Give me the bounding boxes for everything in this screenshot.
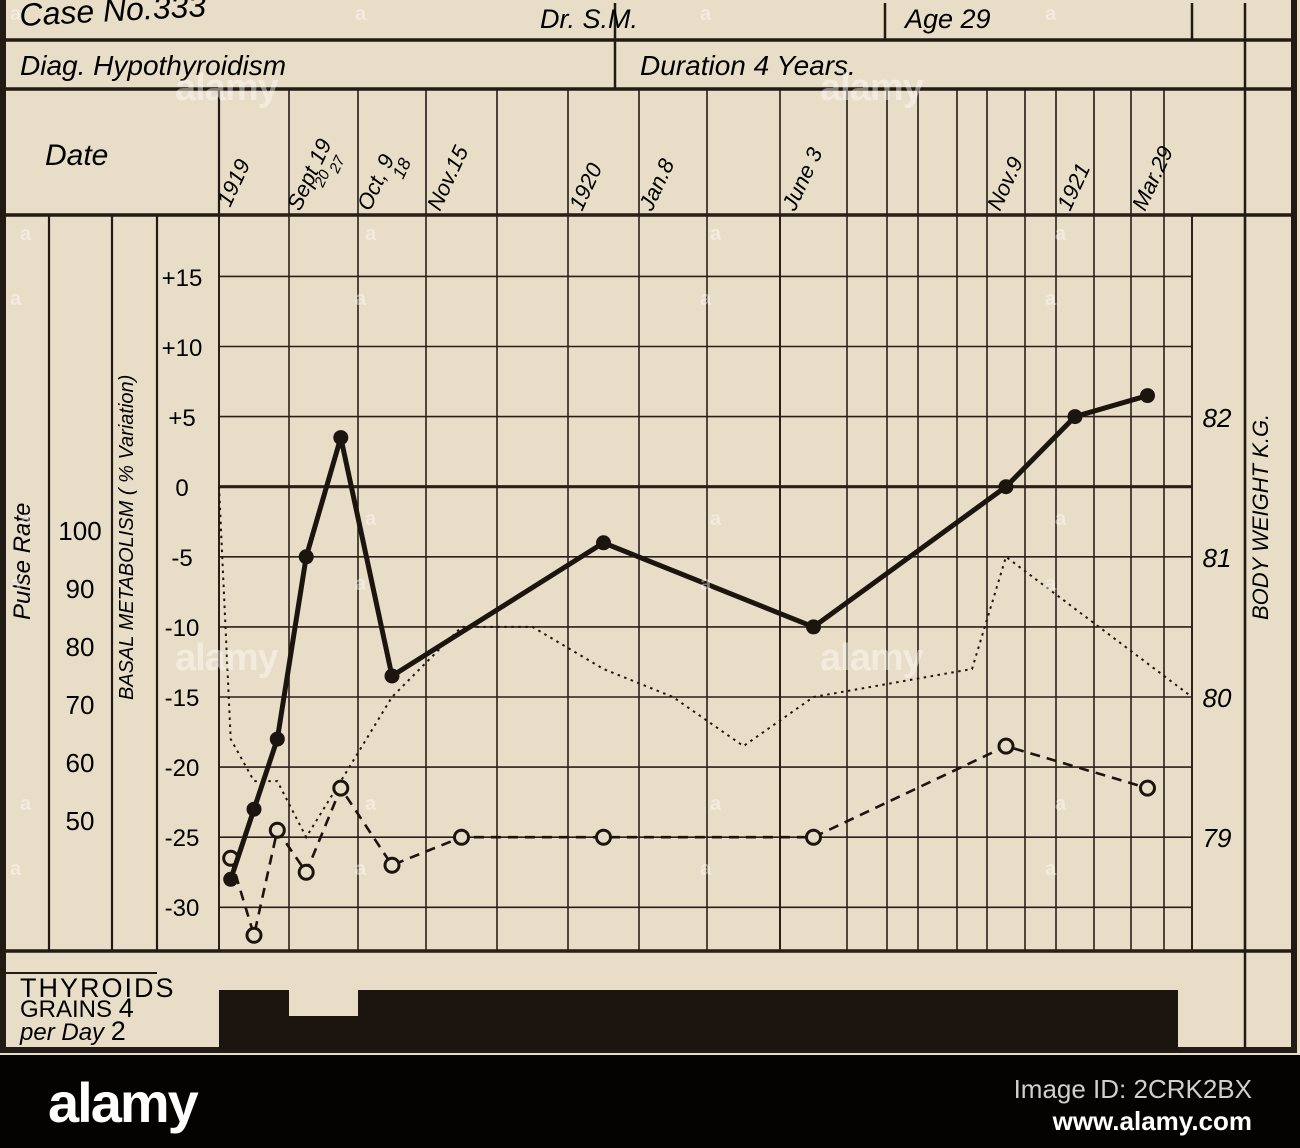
svg-text:www.alamy.com: www.alamy.com <box>1052 1106 1252 1136</box>
svg-text:Image ID: 2CRK2BX: Image ID: 2CRK2BX <box>1014 1074 1252 1104</box>
svg-text:alamy: alamy <box>48 1071 199 1134</box>
